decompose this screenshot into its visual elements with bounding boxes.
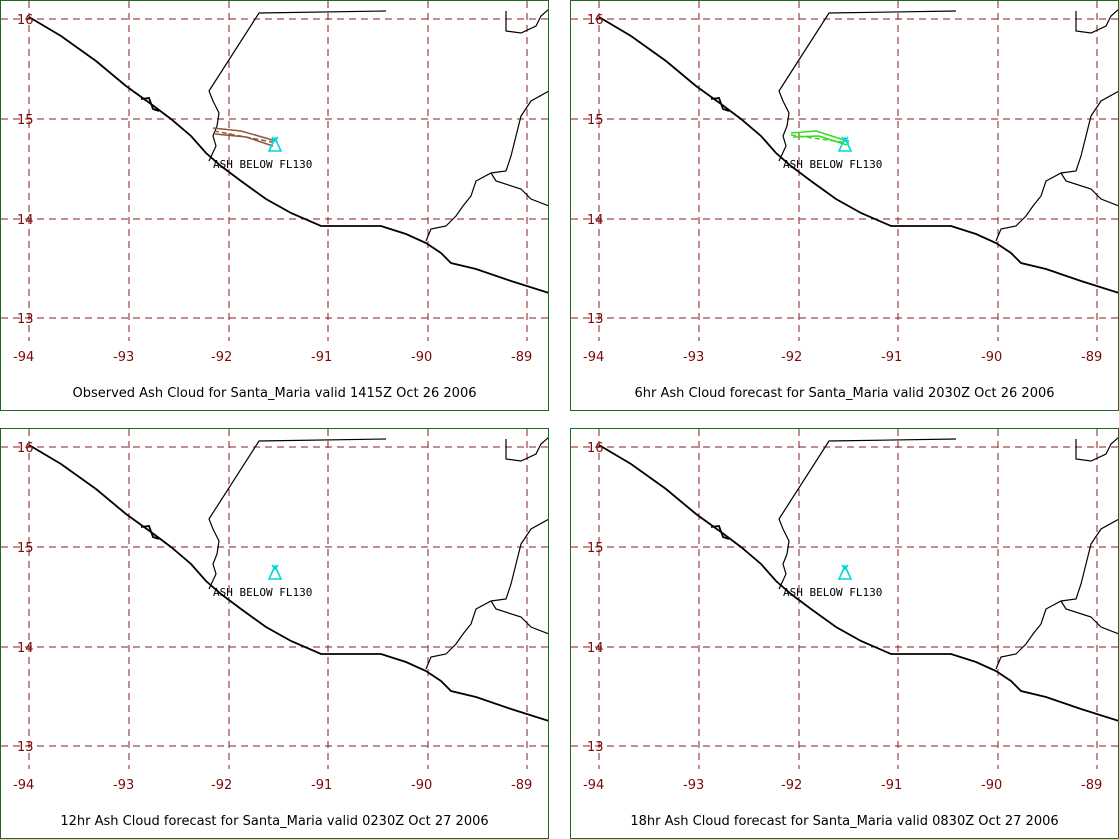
map-12hr: 16 15 14 13 -94 -93 -92 -91 -90 -89 ASH BELOW FL13… [1, 429, 548, 793]
coastline [28, 444, 548, 722]
lon-tick-label: -94 [13, 350, 34, 365]
lon-tick-label: -93 [113, 778, 134, 793]
lon-tick-label: -89 [1081, 778, 1102, 793]
ash-height-label: ASH BELOW FL130 [213, 158, 312, 171]
ash-cloud-edge [213, 130, 278, 144]
country-border [208, 10, 387, 162]
lon-tick-label: -94 [583, 778, 604, 793]
country-border [1075, 437, 1118, 462]
lat-tick-label: 13 [587, 312, 604, 327]
country-border [778, 438, 957, 590]
lat-tick-label: 16 [17, 441, 34, 456]
lon-tick-label: -91 [311, 778, 332, 793]
lon-tick-label: -92 [781, 778, 802, 793]
country-border [490, 172, 548, 207]
volcano-icon [267, 136, 283, 152]
volcano-icon [837, 564, 853, 580]
ash-height-label: ASH BELOW FL130 [783, 586, 882, 599]
volcano-icon [267, 564, 283, 580]
map-observed: 16 15 14 13 -94 -93 -92 -91 -90 -89 ASH BELOW FL13… [1, 1, 548, 365]
ash-cloud [212, 127, 278, 147]
coastline-detail [140, 97, 160, 112]
country-border [1075, 9, 1118, 34]
lat-tick-label: 15 [17, 541, 34, 556]
country-border [505, 437, 548, 462]
panel-18hr: 16 15 14 13 -94 -93 -92 -91 -90 -89 ASH BELOW FL13… [570, 428, 1119, 839]
panel-caption: Observed Ash Cloud for Santa_Maria valid… [72, 386, 477, 401]
panel-caption: 6hr Ash Cloud forecast for Santa_Maria v… [634, 386, 1055, 401]
lon-tick-label: -89 [511, 350, 532, 365]
country-border [1060, 600, 1118, 635]
lat-tick-label: 15 [587, 113, 604, 128]
ash-cloud-edge [212, 127, 277, 142]
lon-tick-label: -92 [781, 350, 802, 365]
coastline-detail [140, 525, 160, 540]
country-border [778, 10, 957, 162]
lon-tick-label: -94 [583, 350, 604, 365]
lat-tick-label: 16 [587, 13, 604, 28]
lon-tick-label: -93 [683, 350, 704, 365]
lon-tick-label: -90 [411, 350, 432, 365]
lon-tick-label: -90 [981, 350, 1002, 365]
panel-observed: 16 15 14 13 -94 -93 -92 -91 -90 -89 ASH BELOW FL13… [0, 0, 549, 411]
lon-tick-label: -90 [411, 778, 432, 793]
ash-cloud [790, 130, 850, 146]
coastline [28, 16, 548, 294]
coastline [598, 16, 1118, 294]
lat-tick-label: 13 [587, 740, 604, 755]
lon-tick-label: -89 [1081, 350, 1102, 365]
volcano-icon [837, 136, 853, 152]
panel-12hr: 16 15 14 13 -94 -93 -92 -91 -90 -89 ASH BELOW FL13… [0, 428, 549, 839]
lat-tick-label: 13 [17, 312, 34, 327]
map-18hr: 16 15 14 13 -94 -93 -92 -91 -90 -89 ASH BELOW FL13… [571, 429, 1118, 793]
lon-tick-label: -91 [881, 778, 902, 793]
country-border [505, 9, 548, 34]
coastline [598, 444, 1118, 722]
country-border [1060, 172, 1118, 207]
lat-tick-label: 15 [587, 541, 604, 556]
lon-tick-label: -93 [683, 778, 704, 793]
ash-cloud-edge [790, 134, 850, 144]
lon-tick-label: -93 [113, 350, 134, 365]
lat-tick-label: 14 [17, 213, 34, 228]
panel-caption: 18hr Ash Cloud forecast for Santa_Maria … [630, 814, 1059, 829]
lon-tick-label: -89 [511, 778, 532, 793]
coastline-detail [710, 97, 730, 112]
map-6hr: 16 15 14 13 -94 -93 -92 -91 -90 -89 ASH BELOW FL13… [571, 1, 1118, 365]
lat-tick-label: 14 [17, 641, 34, 656]
lat-tick-label: 16 [17, 13, 34, 28]
country-border [995, 90, 1118, 242]
lon-tick-label: -92 [211, 778, 232, 793]
lat-tick-label: 14 [587, 213, 604, 228]
lon-tick-label: -94 [13, 778, 34, 793]
country-border [995, 518, 1118, 670]
country-border [208, 438, 387, 590]
lon-tick-label: -90 [981, 778, 1002, 793]
lon-tick-label: -92 [211, 350, 232, 365]
lon-tick-label: -91 [311, 350, 332, 365]
coastline-detail [710, 525, 730, 540]
lon-tick-label: -91 [881, 350, 902, 365]
panel-6hr: 16 15 14 13 -94 -93 -92 -91 -90 -89 ASH BELOW FL13… [570, 0, 1119, 411]
lat-tick-label: 16 [587, 441, 604, 456]
lat-tick-label: 13 [17, 740, 34, 755]
lat-tick-label: 15 [17, 113, 34, 128]
country-border [425, 90, 548, 242]
ash-height-label: ASH BELOW FL130 [783, 158, 882, 171]
ash-height-label: ASH BELOW FL130 [213, 586, 312, 599]
country-border [490, 600, 548, 635]
country-border [425, 518, 548, 670]
lat-tick-label: 14 [587, 641, 604, 656]
panel-caption: 12hr Ash Cloud forecast for Santa_Maria … [60, 814, 489, 829]
ash-cloud-edge [792, 135, 848, 146]
